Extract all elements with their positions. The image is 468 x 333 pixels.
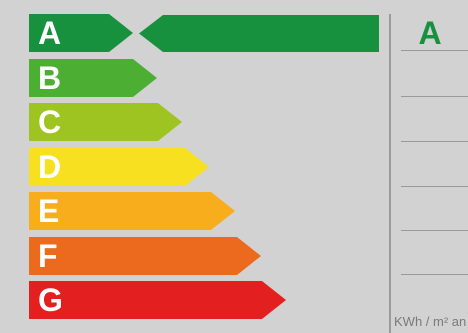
energy-class-letter: F xyxy=(38,238,58,274)
value-row-line xyxy=(401,96,468,97)
value-row-line xyxy=(401,141,468,142)
value-row-line xyxy=(401,50,468,51)
energy-class-letter: E xyxy=(38,193,60,229)
value-row-line xyxy=(401,274,468,275)
energy-class-letter: D xyxy=(38,149,62,185)
energy-class-letter: B xyxy=(38,60,62,96)
energy-class-letter: C xyxy=(38,104,62,140)
selected-class-pointer xyxy=(139,15,379,52)
energy-class-bar-d: D xyxy=(29,148,209,186)
energy-class-bar-b: B xyxy=(29,59,157,97)
selected-class-value: A xyxy=(418,15,442,51)
value-row-line xyxy=(401,186,468,187)
divider-line xyxy=(389,14,391,333)
energy-class-bar-g: G xyxy=(29,281,286,319)
value-row-line xyxy=(401,230,468,231)
unit-label: KWh / m² an xyxy=(394,314,467,329)
energy-class-bar-c: C xyxy=(29,103,182,141)
energy-class-bar-f: F xyxy=(29,237,261,275)
energy-class-bar-a: A xyxy=(29,14,133,52)
energy-class-letter: A xyxy=(38,15,62,51)
energy-class-bar-e: E xyxy=(29,192,235,230)
energy-class-letter: G xyxy=(38,282,63,318)
